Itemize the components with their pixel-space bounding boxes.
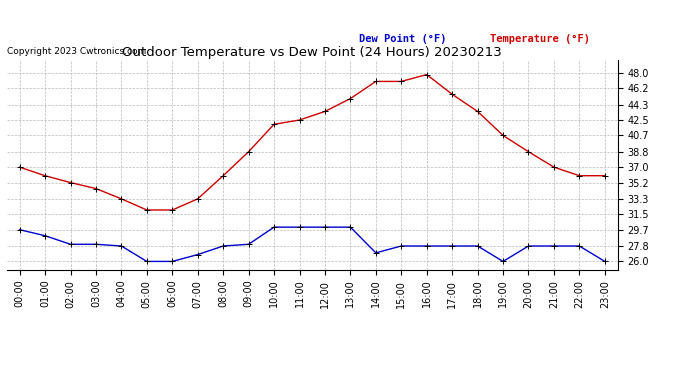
- Text: Copyright 2023 Cwtronics.com: Copyright 2023 Cwtronics.com: [7, 47, 146, 56]
- Text: Temperature (°F): Temperature (°F): [490, 34, 590, 44]
- Text: Dew Point (°F): Dew Point (°F): [359, 34, 446, 44]
- Title: Outdoor Temperature vs Dew Point (24 Hours) 20230213: Outdoor Temperature vs Dew Point (24 Hou…: [122, 46, 502, 59]
